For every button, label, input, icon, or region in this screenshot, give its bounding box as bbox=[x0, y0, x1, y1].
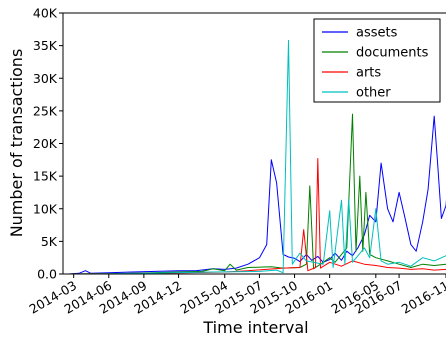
y-tick-label: 0.0 bbox=[37, 267, 57, 282]
legend: assets documents arts other bbox=[313, 18, 441, 103]
legend-label-other: other bbox=[356, 86, 391, 101]
y-axis-label: Number of transactions bbox=[7, 49, 26, 238]
y-tick-label: 15K bbox=[33, 169, 58, 184]
legend-label-arts: arts bbox=[356, 66, 381, 81]
y-tick-label: 25K bbox=[33, 103, 58, 118]
x-ticks: 2014-032014-062014-092014-122015-042015-… bbox=[26, 274, 446, 317]
x-axis-label: Time interval bbox=[202, 318, 308, 337]
y-tick-label: 40K bbox=[33, 6, 58, 21]
series-line-assets bbox=[68, 115, 446, 274]
series-layer bbox=[68, 39, 446, 274]
y-tick-label: 30K bbox=[33, 71, 58, 86]
legend-label-documents: documents bbox=[356, 46, 429, 61]
y-tick-label: 5K bbox=[41, 234, 58, 249]
y-tick-label: 20K bbox=[33, 136, 58, 151]
y-ticks: 0.0 5K 10K 15K 20K 25K 30K 35K 40K bbox=[33, 6, 63, 282]
legend-label-assets: assets bbox=[356, 26, 398, 41]
series-line-arts bbox=[68, 158, 446, 274]
x-tick-label: 2016-11 bbox=[399, 278, 446, 317]
series-line-other bbox=[68, 39, 446, 274]
y-tick-label: 10K bbox=[33, 201, 58, 216]
y-tick-label: 35K bbox=[33, 38, 58, 53]
legend-box bbox=[313, 18, 441, 103]
